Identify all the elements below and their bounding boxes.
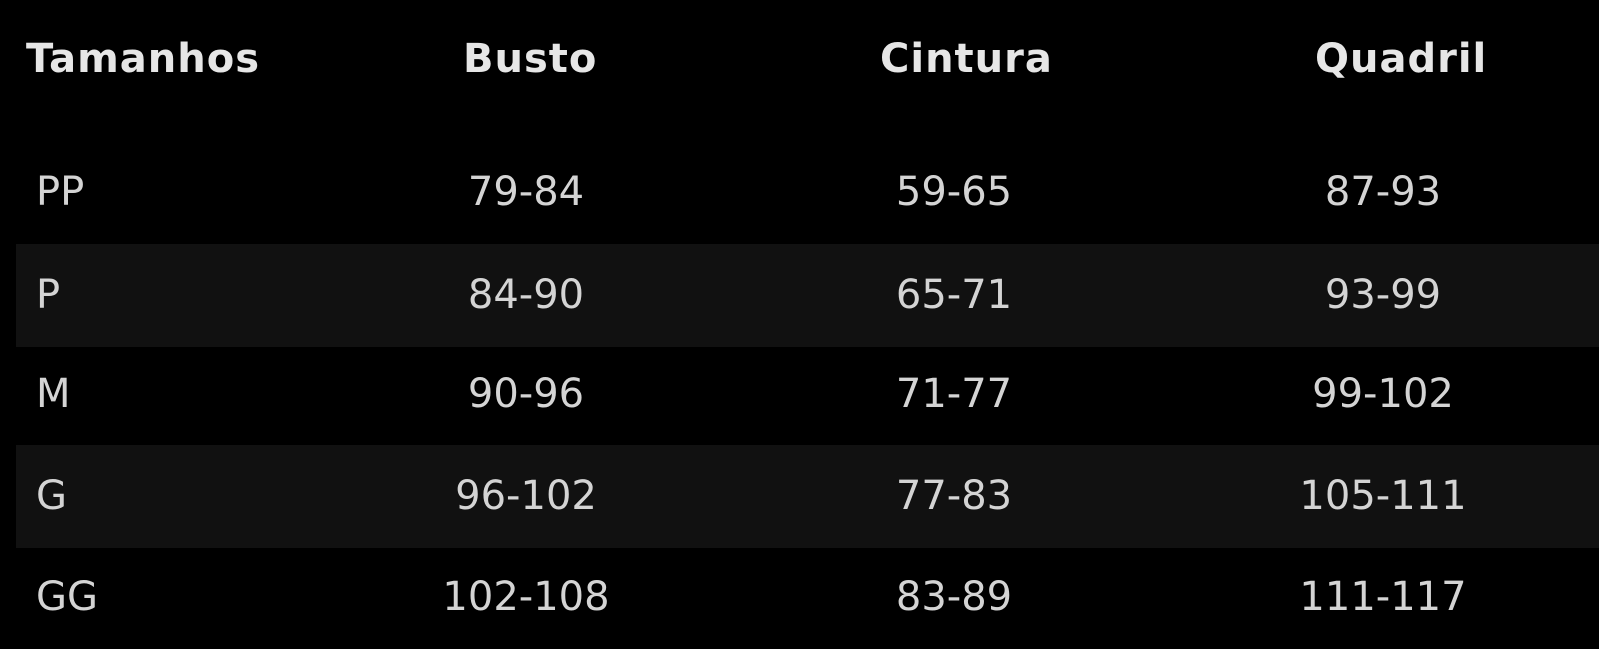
table-row: P 84-90 65-71 93-99 bbox=[16, 244, 1599, 347]
table-row: PP 79-84 59-65 87-93 bbox=[16, 141, 1599, 244]
table-header-row: Tamanhos Busto Cintura Quadril bbox=[0, 0, 1599, 128]
bust-cell: 96-102 bbox=[455, 473, 597, 519]
header-hip: Quadril bbox=[1315, 36, 1488, 82]
size-cell: G bbox=[36, 473, 67, 519]
table-row: GG 102-108 83-89 111-117 bbox=[16, 546, 1599, 649]
size-cell: M bbox=[36, 371, 71, 417]
size-cell: GG bbox=[36, 574, 98, 620]
hip-cell: 111-117 bbox=[1299, 574, 1467, 620]
header-sizes: Tamanhos bbox=[26, 36, 261, 82]
header-bust: Busto bbox=[463, 36, 598, 82]
waist-cell: 83-89 bbox=[895, 574, 1013, 620]
bust-cell: 102-108 bbox=[442, 574, 610, 620]
header-waist: Cintura bbox=[880, 36, 1053, 82]
size-cell: PP bbox=[36, 169, 85, 215]
size-cell: P bbox=[36, 272, 61, 318]
bust-cell: 84-90 bbox=[467, 272, 585, 318]
waist-cell: 77-83 bbox=[895, 473, 1013, 519]
bust-cell: 90-96 bbox=[467, 371, 585, 417]
table-row: M 90-96 71-77 99-102 bbox=[16, 343, 1599, 446]
bust-cell: 79-84 bbox=[467, 169, 585, 215]
hip-cell: 105-111 bbox=[1299, 473, 1467, 519]
hip-cell: 87-93 bbox=[1324, 169, 1442, 215]
table-row: G 96-102 77-83 105-111 bbox=[16, 445, 1599, 548]
hip-cell: 93-99 bbox=[1324, 272, 1442, 318]
waist-cell: 71-77 bbox=[895, 371, 1013, 417]
hip-cell: 99-102 bbox=[1312, 371, 1454, 417]
waist-cell: 65-71 bbox=[895, 272, 1013, 318]
waist-cell: 59-65 bbox=[895, 169, 1013, 215]
